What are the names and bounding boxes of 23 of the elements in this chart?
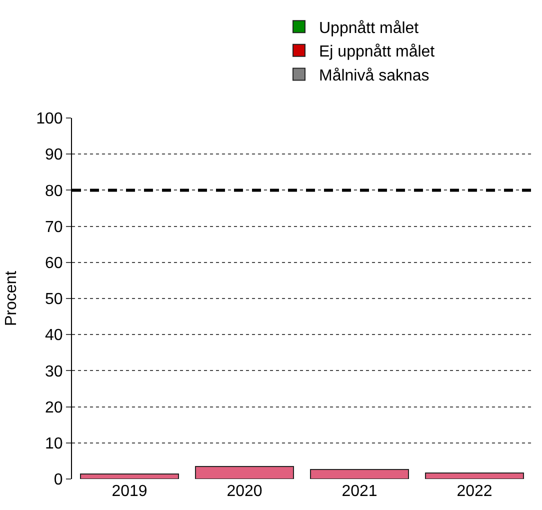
y-tick-label: 0 [54,472,63,489]
legend-label: Uppnått målet [319,20,420,37]
bar [425,472,524,479]
x-tick-label: 2019 [112,483,148,500]
y-tick-label: 90 [45,146,63,164]
y-tick-label: 60 [45,255,63,272]
y-tick-label: 40 [45,327,63,344]
legend-label: Målnivå saknas [319,67,430,84]
y-tick-label: 10 [45,436,63,452]
y-tick-label: 80 [45,182,63,200]
bar [310,468,409,479]
y-tick-label: 50 [45,291,63,308]
y-tick-label: 100 [36,110,63,128]
y-axis-title: Procent [2,270,20,326]
y-tick-label: 30 [45,363,63,380]
x-tick-label: 2020 [226,483,262,500]
y-tick-label: 20 [45,399,63,416]
bar [195,466,294,479]
legend-label: Ej uppnått målet [319,44,436,61]
x-tick-label: 2022 [456,483,492,500]
bar [80,473,179,479]
y-tick-label: 70 [45,218,63,236]
x-tick-label: 2021 [342,483,378,500]
